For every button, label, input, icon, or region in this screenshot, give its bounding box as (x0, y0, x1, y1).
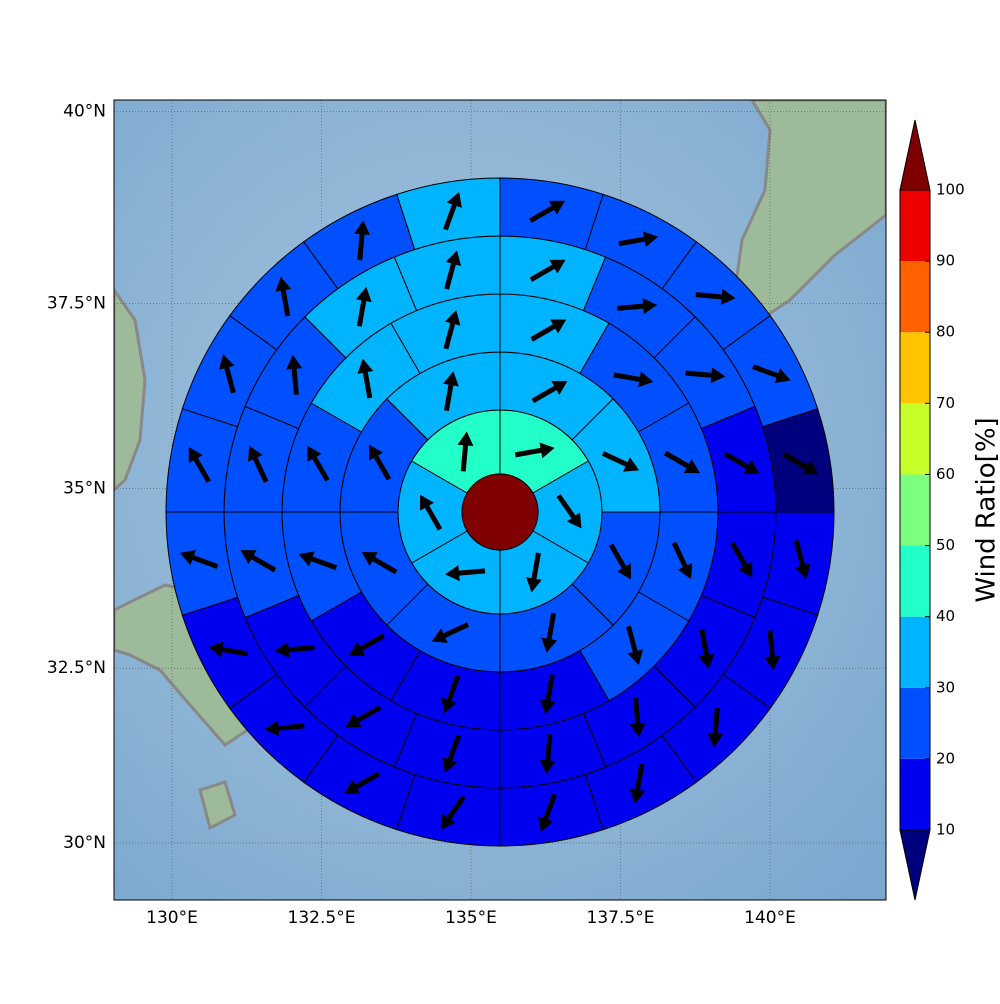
colorbar-segment (900, 759, 930, 830)
colorbar-segment (900, 332, 930, 403)
y-tick-label: 37.5°N (47, 293, 106, 313)
colorbar-segment (900, 261, 930, 332)
x-tick-label: 137.5°E (587, 908, 655, 928)
colorbar-under (900, 830, 930, 900)
colorbar-tick-label: 60 (936, 465, 955, 483)
y-tick-label: 40°N (63, 102, 106, 122)
colorbar-tick-label: 30 (936, 678, 955, 696)
colorbar-segment (900, 688, 930, 759)
y-tick-label: 30°N (63, 833, 106, 853)
x-tick-label: 135°E (445, 908, 497, 928)
colorbar-segment (900, 617, 930, 688)
colorbar-segment (900, 546, 930, 617)
x-tick-label: 140°E (744, 908, 796, 928)
colorbar-segment (900, 403, 930, 474)
colorbar-tick-label: 100 (936, 181, 965, 199)
y-tick-label: 35°N (63, 479, 106, 499)
colorbar-label: Wind Ratio[%] (972, 417, 1000, 602)
colorbar-tick-label: 80 (936, 323, 955, 341)
colorbar: 10 20 30 40 50 60 70 80 90 100 (900, 120, 965, 900)
y-tick-label: 32.5°N (47, 658, 106, 678)
sectors (166, 178, 834, 846)
x-tick-label: 130°E (146, 908, 198, 928)
colorbar-segment (900, 190, 930, 261)
colorbar-tick-label: 40 (936, 607, 955, 625)
colorbar-over (900, 120, 930, 190)
colorbar-tick-label: 90 (936, 252, 955, 270)
x-tick-label: 132.5°E (288, 908, 356, 928)
colorbar-tick-label: 10 (936, 821, 955, 839)
colorbar-tick-label: 70 (936, 394, 955, 412)
colorbar-tick-label: 20 (936, 749, 955, 767)
center-sector (462, 474, 538, 550)
colorbar-segment (900, 474, 930, 545)
colorbar-tick-label: 50 (936, 536, 955, 554)
